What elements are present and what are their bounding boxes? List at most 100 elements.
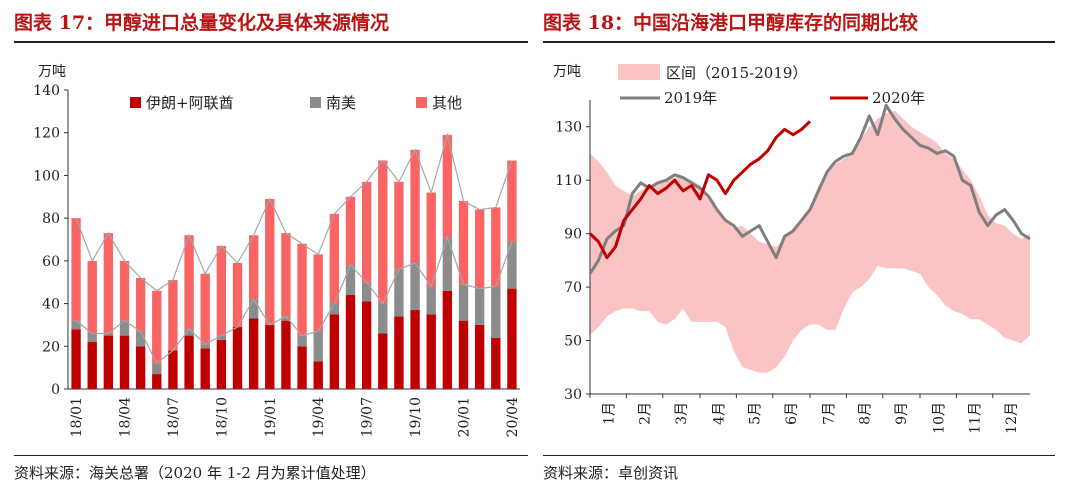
total-connector-line xyxy=(75,132,513,292)
bar-segment-1 xyxy=(216,339,227,389)
bar-segment-1 xyxy=(394,316,404,389)
bar-segment-3 xyxy=(458,201,469,285)
bar-segment-3 xyxy=(394,181,404,270)
bar-segment-1 xyxy=(232,327,243,389)
right-source-rule xyxy=(543,455,1055,456)
bar-segment-2 xyxy=(329,303,340,315)
bar-segment-1 xyxy=(474,324,485,389)
bar-segment-1 xyxy=(184,335,194,389)
bar-segment-2 xyxy=(281,316,291,321)
left-source-rule xyxy=(14,455,528,456)
y-unit-label: 万吨 xyxy=(553,64,581,80)
bar-segment-2 xyxy=(378,303,388,334)
x-tick-label: 10月 xyxy=(931,402,947,434)
left-chart-title: 图表 17：甲醇进口总量变化及具体来源情况 xyxy=(14,12,390,34)
bar-segment-3 xyxy=(361,181,372,283)
y-unit-label: 万吨 xyxy=(38,64,66,80)
bar-segment-3 xyxy=(135,277,146,332)
bar-segment-3 xyxy=(491,207,501,287)
bar-segment-3 xyxy=(410,149,420,263)
right-source-note: 资料来源：卓创资讯 xyxy=(543,464,679,482)
x-tick-label: 1月 xyxy=(601,402,617,425)
y-tick-label: 0 xyxy=(51,382,60,398)
bar-segment-2 xyxy=(491,286,501,338)
x-tick-label: 19/01 xyxy=(263,397,279,437)
right-title-rule xyxy=(543,41,1055,43)
bar-segment-3 xyxy=(152,290,162,364)
bar-segment-1 xyxy=(200,348,210,389)
y-tick-label: 90 xyxy=(564,227,582,243)
bar-segment-3 xyxy=(200,273,210,345)
bar-segment-3 xyxy=(103,233,114,334)
bar-segment-3 xyxy=(474,209,485,289)
legend-label-band: 区间（2015-2019） xyxy=(666,64,807,82)
x-tick-label: 2月 xyxy=(638,402,654,425)
x-tick-label: 19/04 xyxy=(311,397,327,437)
x-tick-label: 18/04 xyxy=(118,397,134,437)
left-source-note: 资料来源：海关总署（2020 年 1-2 月为累计值处理） xyxy=(14,464,376,482)
bar-segment-3 xyxy=(248,235,259,300)
bar-segment-3 xyxy=(297,243,307,336)
x-tick-label: 3月 xyxy=(674,402,690,425)
bar-segment-1 xyxy=(168,350,178,389)
bar-segment-1 xyxy=(152,374,162,389)
y-tick-label: 140 xyxy=(33,83,60,99)
bar-segment-1 xyxy=(281,320,291,389)
bar-segment-2 xyxy=(200,344,210,349)
y-tick-label: 40 xyxy=(42,297,60,313)
bar-segment-1 xyxy=(426,314,436,389)
bar-segment-3 xyxy=(184,235,194,330)
bar-segment-1 xyxy=(87,342,97,389)
bar-segment-3 xyxy=(119,260,130,321)
bar-segment-3 xyxy=(232,262,243,328)
bar-segment-3 xyxy=(378,160,388,304)
x-tick-label: 18/07 xyxy=(166,397,182,437)
bar-segment-2 xyxy=(119,320,130,336)
range-band xyxy=(590,110,1030,373)
bar-segment-3 xyxy=(329,213,340,304)
bar-segment-2 xyxy=(71,320,81,330)
bar-segment-2 xyxy=(87,333,97,343)
y-tick-label: 100 xyxy=(33,168,60,184)
bar-segment-3 xyxy=(71,218,81,321)
bar-segment-1 xyxy=(491,337,501,389)
legend-label: 伊朗+阿联酋 xyxy=(146,94,234,112)
legend-label: 南美 xyxy=(326,94,356,112)
legend-swatch xyxy=(416,97,427,108)
y-tick-label: 30 xyxy=(564,387,582,403)
bar-segment-1 xyxy=(378,333,388,389)
legend-label-2020: 2020年 xyxy=(872,89,925,107)
bar-segment-2 xyxy=(297,335,307,347)
bar-segment-3 xyxy=(168,280,178,351)
bar-segment-1 xyxy=(329,314,340,389)
bar-segment-1 xyxy=(458,320,469,389)
bar-segment-2 xyxy=(361,282,372,302)
bar-segment-1 xyxy=(345,295,356,389)
x-tick-label: 5月 xyxy=(748,402,764,425)
bar-segment-2 xyxy=(507,241,517,289)
legend-swatch xyxy=(310,97,321,108)
y-tick-label: 80 xyxy=(42,211,60,227)
bar-segment-3 xyxy=(281,233,291,317)
bar-chart: 万吨 0 20 40 60 80 100 120 140 18/01 18/04 18/07 18/10… xyxy=(33,64,521,437)
legend-swatch-band xyxy=(618,64,660,80)
bar-segment-1 xyxy=(71,329,81,389)
bar-segment-2 xyxy=(135,331,146,347)
y-tick-label: 130 xyxy=(555,120,582,136)
bar-segment-1 xyxy=(248,318,259,389)
bar-segment-3 xyxy=(426,192,436,287)
x-tick-label: 6月 xyxy=(784,402,800,425)
bar-segment-2 xyxy=(442,237,453,291)
bar-segment-2 xyxy=(410,262,420,310)
x-tick-label: 4月 xyxy=(711,402,727,425)
bar-segment-2 xyxy=(394,269,404,317)
bar-segment-2 xyxy=(313,331,323,362)
bar-segment-1 xyxy=(442,290,453,389)
bar-segment-1 xyxy=(507,288,517,389)
bar-segment-2 xyxy=(474,288,485,325)
right-chart-title: 图表 18：中国沿海港口甲醇库存的同期比较 xyxy=(543,12,919,34)
legend-label: 其他 xyxy=(432,94,462,112)
bar-segment-1 xyxy=(265,324,275,389)
series-2020-line xyxy=(588,120,812,260)
